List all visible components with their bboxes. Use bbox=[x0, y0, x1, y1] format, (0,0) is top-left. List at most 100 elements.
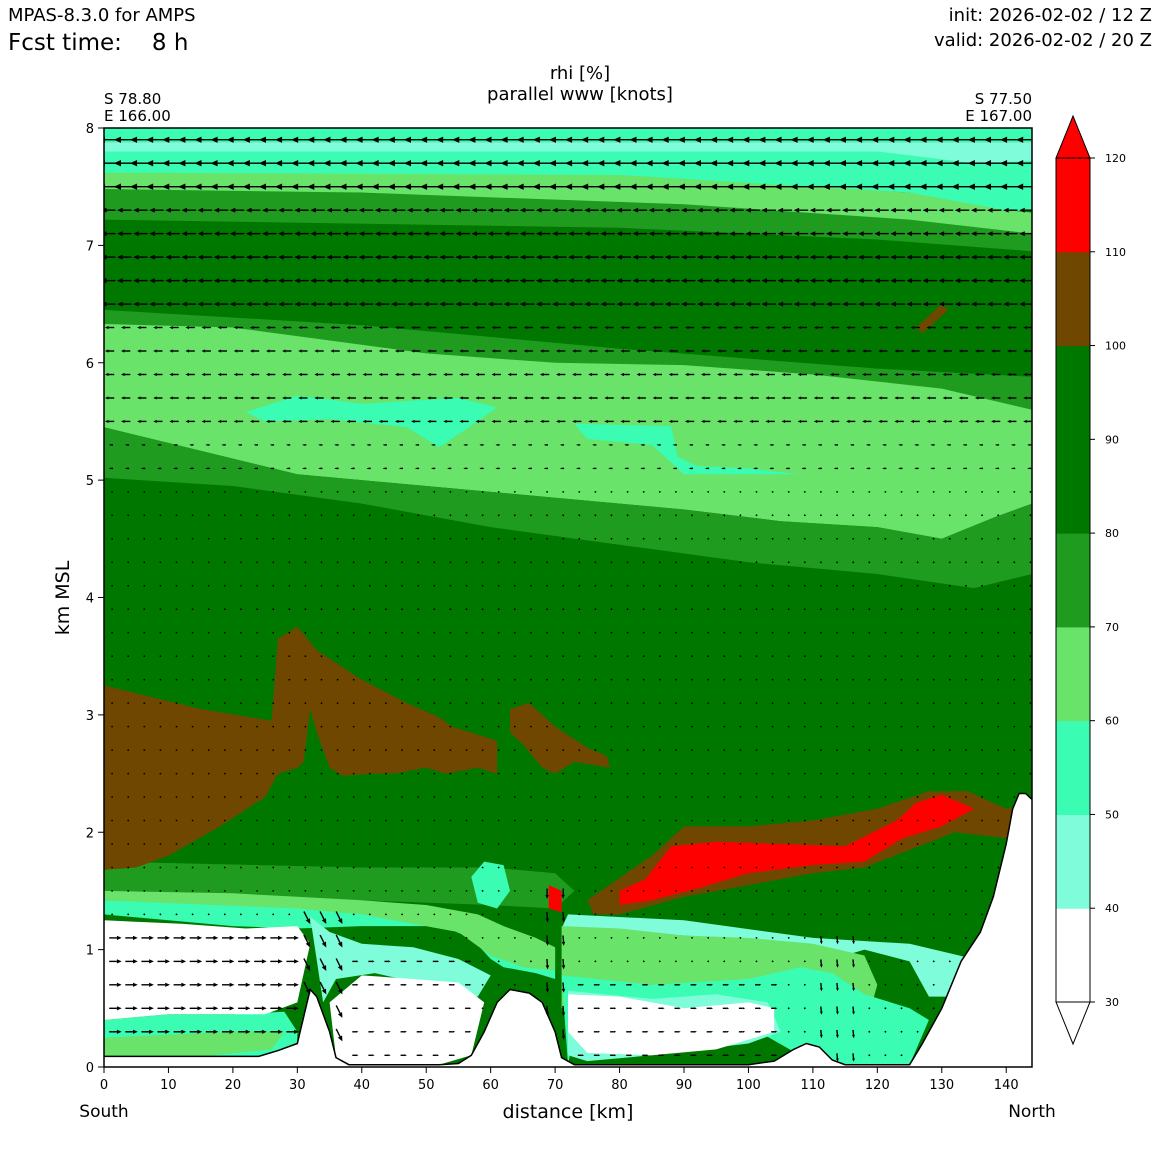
wind-vector bbox=[745, 301, 760, 307]
wind-vector bbox=[352, 1054, 359, 1057]
wind-vector bbox=[868, 655, 871, 658]
wind-vector bbox=[803, 866, 806, 869]
wind-vector bbox=[664, 254, 680, 260]
wind-vector bbox=[270, 982, 283, 987]
wind-vector bbox=[1032, 137, 1051, 143]
wind-vector bbox=[401, 631, 403, 634]
wind-vector bbox=[262, 254, 277, 260]
wind-vector bbox=[862, 419, 872, 423]
wind-vector bbox=[691, 796, 693, 798]
wind-vector bbox=[642, 1030, 649, 1033]
wind-vector bbox=[701, 419, 711, 423]
wind-vector bbox=[111, 725, 113, 728]
wind-vector bbox=[777, 254, 793, 260]
rhi-regions bbox=[104, 142, 1032, 1065]
wind-vector bbox=[368, 514, 371, 517]
wind-vector bbox=[1003, 231, 1018, 237]
wind-vector bbox=[820, 796, 822, 798]
wind-vector bbox=[431, 444, 436, 446]
wind-vector bbox=[965, 937, 967, 939]
wind-vector bbox=[954, 301, 970, 307]
wind-vector bbox=[626, 866, 629, 869]
wind-vector bbox=[448, 960, 456, 963]
wind-vector bbox=[1003, 301, 1018, 307]
wind-vector bbox=[594, 819, 597, 822]
wind-vector bbox=[578, 491, 581, 493]
wind-vector bbox=[368, 866, 371, 869]
wind-vector bbox=[320, 772, 323, 775]
wind-vector bbox=[850, 467, 855, 470]
wind-vector bbox=[475, 419, 485, 423]
wind-vector bbox=[626, 655, 629, 658]
wind-vector bbox=[610, 725, 613, 728]
wind-vector bbox=[868, 514, 871, 517]
wind-vector bbox=[350, 444, 355, 446]
wind-vector bbox=[513, 608, 516, 611]
wind-vector bbox=[916, 866, 919, 869]
wind-vector bbox=[942, 326, 952, 330]
x-tick-label: 120 bbox=[865, 1078, 890, 1093]
wind-vector bbox=[868, 725, 871, 728]
wind-vector bbox=[965, 584, 967, 587]
wind-vector bbox=[722, 1007, 730, 1010]
wind-vector bbox=[803, 584, 806, 587]
wind-vector bbox=[900, 537, 903, 540]
wind-vector bbox=[787, 772, 790, 775]
wind-vector bbox=[336, 725, 339, 728]
wind-vector bbox=[852, 772, 855, 775]
model-title: MPAS-8.3.0 for AMPS bbox=[8, 5, 196, 26]
wind-vector bbox=[868, 866, 871, 869]
wind-vector bbox=[433, 796, 436, 798]
wind-vector bbox=[427, 372, 437, 377]
wind-vector bbox=[427, 326, 437, 330]
wind-vector bbox=[1046, 937, 1048, 939]
wind-vector bbox=[981, 631, 983, 634]
wind-vector bbox=[141, 1006, 154, 1011]
wind-vector bbox=[833, 467, 838, 470]
wind-vector bbox=[417, 584, 420, 587]
wind-vector bbox=[884, 819, 887, 822]
wind-vector bbox=[755, 890, 758, 892]
wind-vector bbox=[535, 254, 551, 260]
wind-vector bbox=[577, 1054, 585, 1057]
wind-vector bbox=[207, 584, 210, 587]
wind-vector bbox=[852, 959, 855, 968]
wind-vector bbox=[282, 326, 292, 330]
wind-vector bbox=[127, 608, 130, 611]
x-tick-label: 130 bbox=[929, 1078, 954, 1093]
wind-vector bbox=[675, 561, 677, 564]
wind-vector bbox=[523, 419, 534, 423]
wind-vector bbox=[817, 467, 822, 470]
wind-vector bbox=[262, 301, 277, 307]
wind-vector bbox=[739, 890, 742, 892]
wind-vector bbox=[729, 301, 744, 307]
wind-vector bbox=[539, 326, 550, 330]
wind-vector bbox=[240, 772, 242, 775]
wind-vector bbox=[1011, 444, 1016, 446]
wind-vector bbox=[159, 491, 162, 493]
wind-vector bbox=[900, 702, 903, 704]
wind-vector bbox=[900, 843, 903, 845]
wind-vector bbox=[326, 207, 341, 213]
wind-vector bbox=[465, 937, 468, 939]
wind-vector bbox=[803, 631, 806, 634]
wind-vector bbox=[656, 467, 661, 470]
wind-vector bbox=[674, 1054, 681, 1057]
wind-vector bbox=[642, 890, 645, 892]
wind-vector bbox=[417, 561, 420, 564]
wind-vector bbox=[593, 983, 601, 986]
wind-vector bbox=[433, 702, 436, 704]
wind-vector bbox=[149, 301, 164, 307]
wind-vector bbox=[910, 396, 920, 400]
wind-vector bbox=[233, 372, 244, 377]
wind-vector bbox=[407, 231, 422, 237]
wind-vector bbox=[143, 678, 146, 681]
wind-vector bbox=[771, 1054, 778, 1057]
wind-vector bbox=[117, 254, 132, 260]
wind-vector bbox=[739, 608, 742, 611]
wind-vector bbox=[658, 608, 661, 611]
wind-vector bbox=[761, 278, 776, 284]
wind-vector bbox=[390, 301, 406, 307]
wind-vector bbox=[707, 890, 710, 892]
wind-vector bbox=[765, 419, 775, 423]
